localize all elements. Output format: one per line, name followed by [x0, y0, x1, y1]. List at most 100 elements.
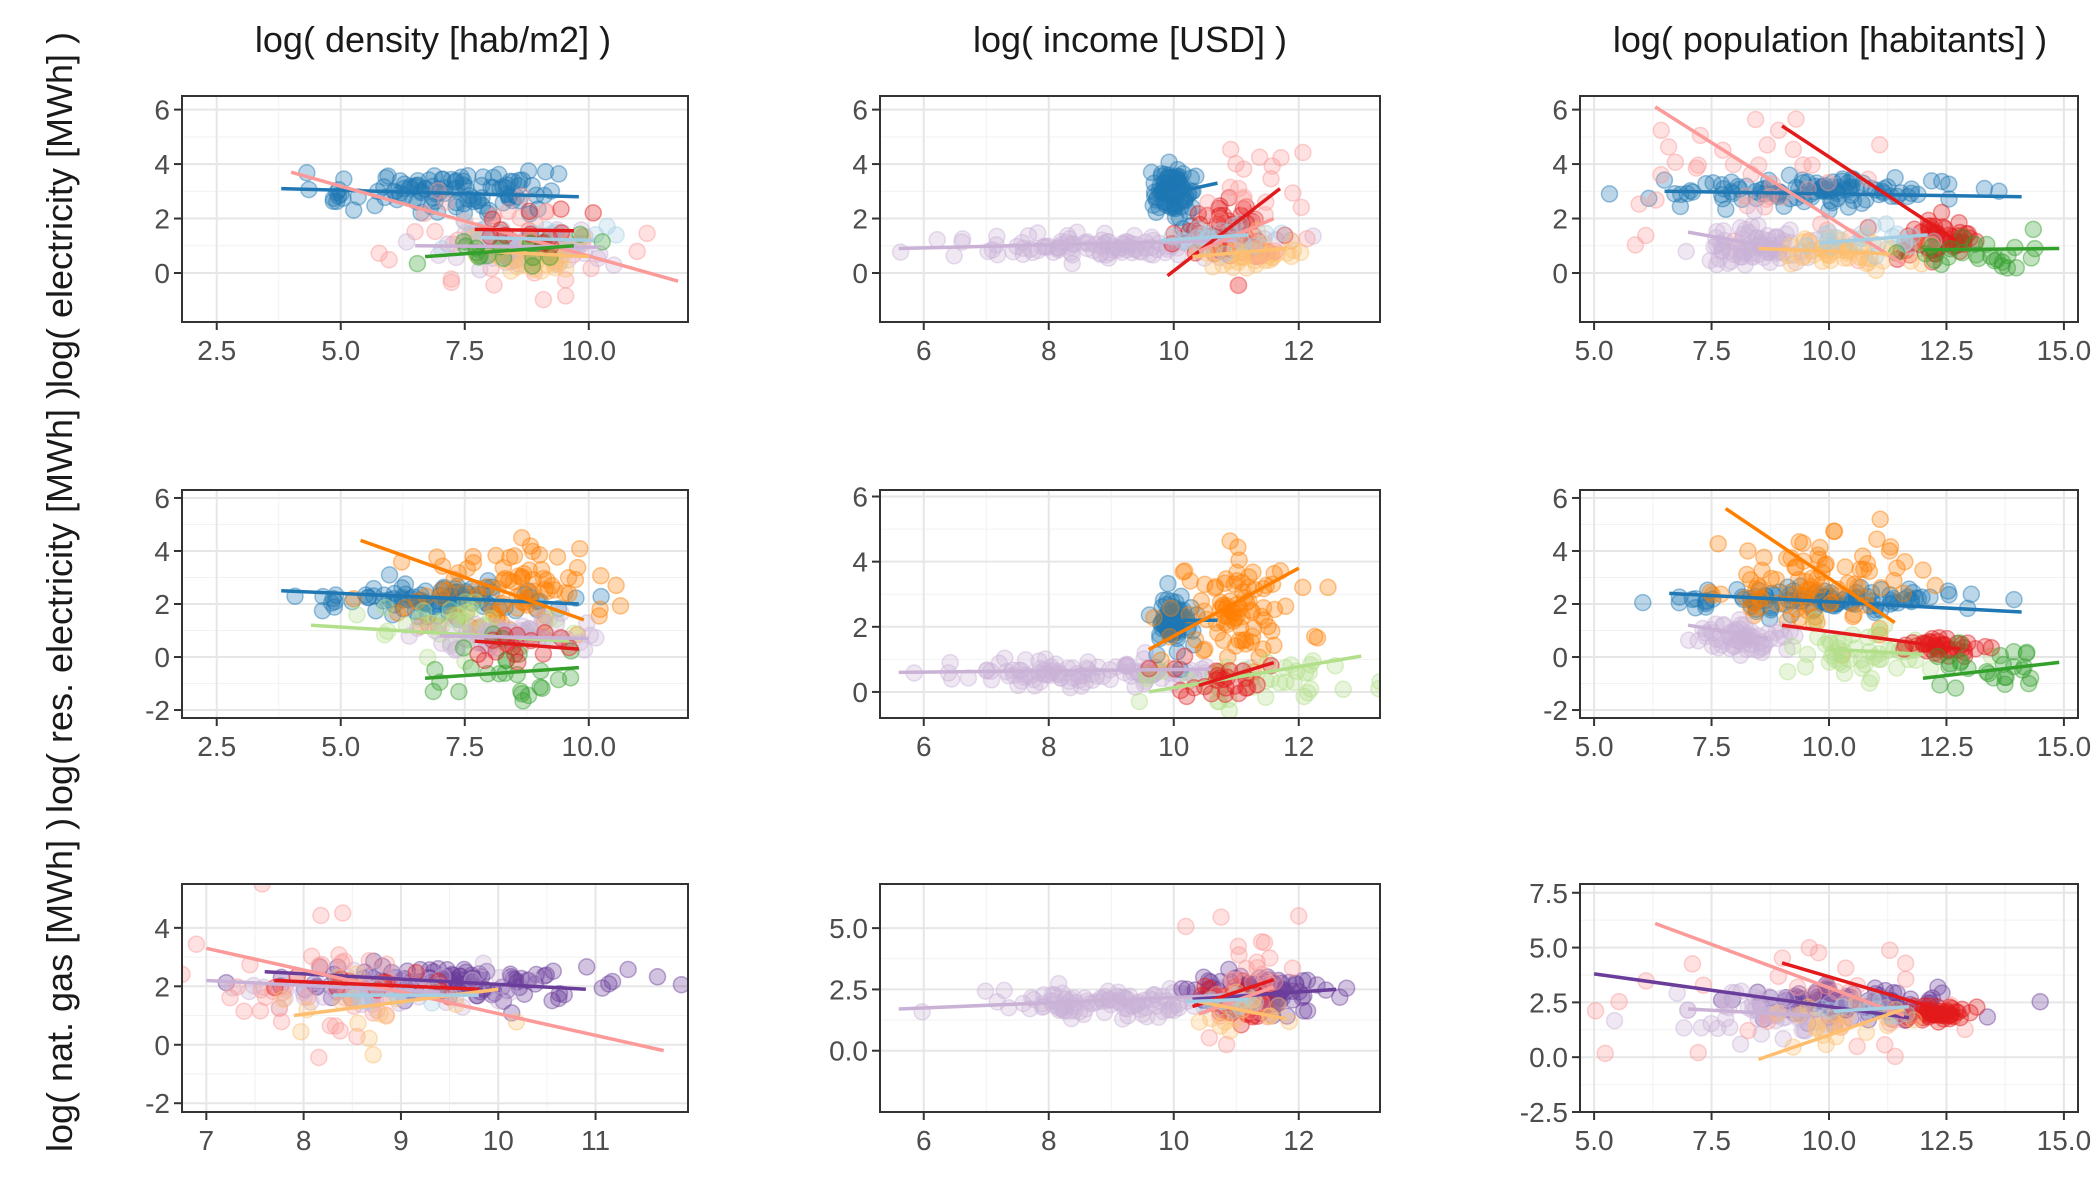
- data-point: [1902, 252, 1920, 270]
- data-point: [1806, 611, 1824, 629]
- data-point: [1177, 687, 1196, 706]
- data-point: [1787, 110, 1805, 128]
- data-point: [1737, 187, 1755, 205]
- data-point: [533, 608, 551, 626]
- data-point: [1206, 579, 1224, 597]
- data-point: [1331, 988, 1349, 1006]
- y-tick-label: 4: [852, 547, 868, 578]
- x-tick-label: 5.0: [1575, 1125, 1614, 1156]
- data-point: [301, 993, 320, 1011]
- data-point: [322, 594, 341, 612]
- data-point: [1857, 1023, 1876, 1042]
- data-point: [508, 258, 527, 276]
- data-point: [1955, 647, 1974, 666]
- data-point: [426, 660, 444, 679]
- row-label-electricity: log( electricity [MWh] ): [39, 32, 80, 388]
- data-point: [1813, 252, 1832, 271]
- data-point: [1782, 255, 1801, 273]
- plot-area: [898, 532, 1380, 718]
- data-point: [538, 582, 557, 601]
- data-point: [1155, 193, 1173, 211]
- data-point: [1162, 168, 1180, 187]
- data-point: [445, 606, 463, 624]
- data-point: [1192, 592, 1211, 610]
- x-tick-label: 5.0: [1575, 335, 1614, 366]
- data-point: [1261, 251, 1279, 269]
- data-point: [1291, 243, 1310, 262]
- data-point: [1167, 593, 1185, 611]
- data-point: [1237, 259, 1256, 277]
- regression-line: [1828, 647, 1924, 657]
- data-point: [1919, 1008, 1938, 1026]
- data-point: [1702, 1014, 1720, 1033]
- data-point: [444, 235, 462, 253]
- y-tick-label: 0: [1552, 258, 1568, 289]
- data-point: [928, 231, 946, 249]
- data-point: [494, 992, 513, 1010]
- data-point: [1626, 236, 1645, 254]
- data-point: [1709, 534, 1727, 553]
- regression-line: [1819, 233, 1928, 245]
- data-point: [1731, 646, 1750, 665]
- data-point: [488, 611, 507, 629]
- data-point: [1219, 690, 1238, 709]
- data-point: [433, 170, 451, 189]
- data-point: [1004, 242, 1022, 261]
- data-point: [1049, 974, 1068, 993]
- data-point: [1758, 226, 1777, 245]
- data-point: [456, 178, 475, 197]
- data-point: [1697, 598, 1715, 616]
- data-point: [1811, 215, 1830, 234]
- data-point: [1168, 642, 1187, 661]
- data-point: [525, 264, 544, 282]
- data-point: [1926, 576, 1945, 595]
- x-tick-label: 10.0: [1802, 1125, 1857, 1156]
- data-point: [1888, 659, 1906, 677]
- data-point: [1749, 216, 1767, 235]
- data-point: [1224, 612, 1243, 630]
- x-tick-label: 6: [916, 1125, 932, 1156]
- data-point: [1294, 578, 1312, 597]
- regression-line: [474, 639, 579, 651]
- panel-p13: 5.0 7.5 10.0 12.5 15.0 0 2 4 6: [1552, 95, 2091, 366]
- y-tick-label: 2: [154, 589, 170, 620]
- data-point: [1731, 248, 1750, 266]
- data-point: [1800, 231, 1818, 250]
- data-point: [1113, 1010, 1132, 1028]
- data-point: [1896, 552, 1914, 571]
- data-point: [373, 957, 392, 975]
- data-point: [1720, 1018, 1739, 1037]
- regression-line: [1687, 623, 1769, 641]
- data-point: [1741, 571, 1760, 589]
- data-point: [1906, 651, 1925, 669]
- data-point: [1787, 253, 1805, 272]
- data-point: [532, 560, 551, 579]
- data-point: [1742, 217, 1761, 236]
- data-point: [1154, 591, 1173, 609]
- y-tick-label: 6: [852, 482, 868, 513]
- data-point: [1754, 1010, 1773, 1028]
- data-point: [388, 604, 407, 622]
- data-point: [1201, 973, 1220, 992]
- data-point: [1252, 607, 1271, 626]
- data-point: [474, 954, 493, 972]
- y-tick-label: 0: [154, 258, 170, 289]
- data-point: [1605, 1011, 1624, 1030]
- data-point: [406, 222, 424, 241]
- data-point: [1775, 197, 1793, 215]
- data-point: [1858, 554, 1877, 573]
- data-point: [1135, 675, 1153, 693]
- data-point: [448, 610, 467, 628]
- data-point: [1166, 208, 1185, 226]
- regression-line: [898, 992, 1249, 1011]
- data-point: [377, 1006, 396, 1024]
- data-point: [536, 162, 555, 181]
- data-point: [1738, 565, 1756, 584]
- data-point: [1831, 653, 1849, 671]
- data-point: [1148, 189, 1167, 207]
- data-point: [1709, 639, 1728, 657]
- data-point: [1794, 156, 1812, 174]
- data-point: [534, 290, 553, 309]
- data-point: [2019, 674, 2038, 693]
- data-point: [543, 991, 561, 1010]
